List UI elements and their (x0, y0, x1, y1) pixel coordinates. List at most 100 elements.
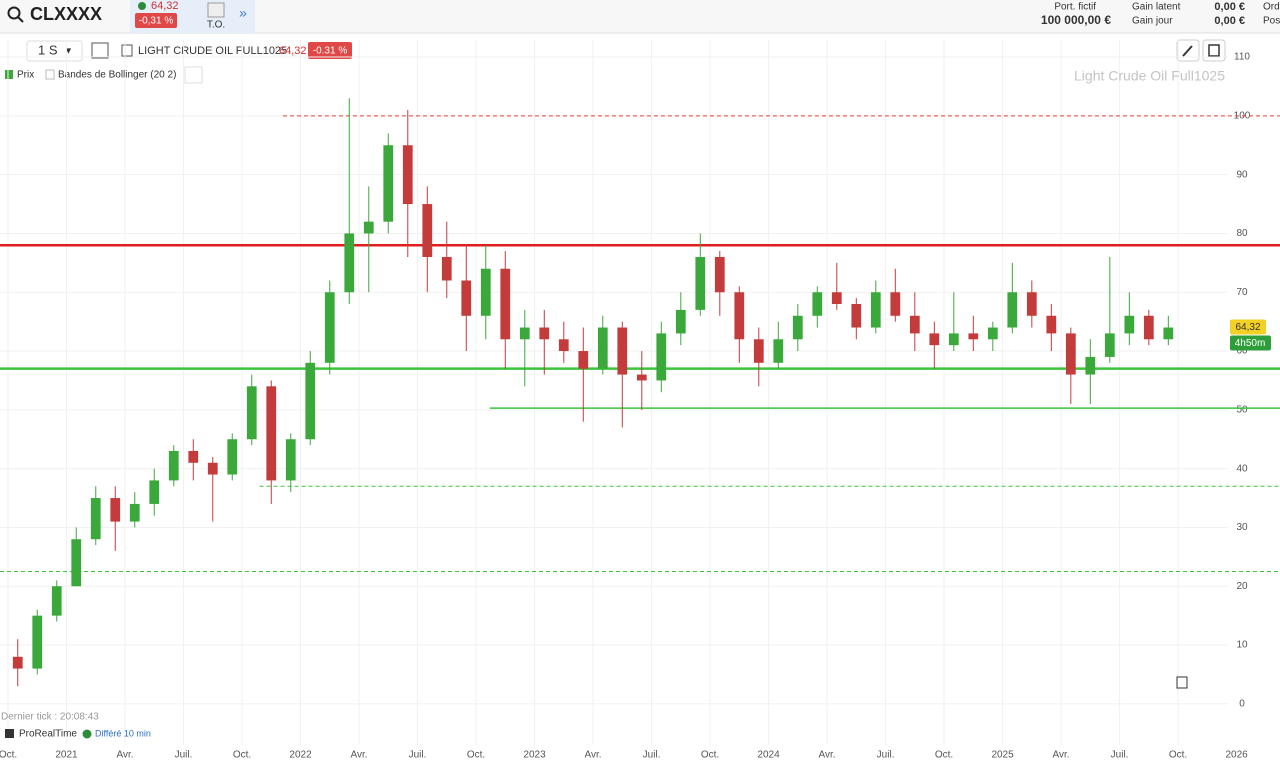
price-legend-swatch (5, 70, 13, 79)
y-tick-label: 80 (1236, 228, 1248, 239)
window-button[interactable] (1202, 39, 1226, 62)
x-tick-label: Avr. (819, 750, 836, 761)
status-dot (138, 2, 146, 10)
candle-body (461, 280, 472, 316)
portfolio-value: 100 000,00 € (1041, 13, 1111, 27)
candle-body (285, 439, 296, 481)
candle-body (734, 292, 745, 340)
gain-latent-label: Gain latent (1132, 2, 1181, 13)
candle-body (870, 292, 881, 328)
x-tick-label: Juil. (877, 750, 895, 761)
x-tick-label: Oct. (467, 750, 485, 761)
x-tick-label: 2026 (1225, 750, 1248, 761)
candle-body (324, 292, 335, 363)
change-badge (135, 13, 177, 28)
bollinger-legend[interactable]: Bandes de Bollinger (20 2) (58, 70, 176, 81)
countdown-label: 4h50m (1235, 338, 1266, 349)
window-icon (1208, 44, 1220, 57)
x-tick-label: 2023 (523, 750, 546, 761)
candle-body (305, 362, 316, 440)
period-caret: ▼ (64, 45, 73, 55)
x-tick-label: Oct. (233, 750, 251, 761)
candle-body (71, 539, 82, 587)
legend-menu[interactable] (184, 66, 203, 84)
candle-body (929, 333, 940, 346)
candle-body (363, 221, 374, 234)
symbol[interactable]: CLXXXX (30, 4, 102, 24)
candle-body (558, 339, 569, 352)
price-legend[interactable]: Prix (17, 70, 34, 81)
portfolio-label: Port. fictif (1054, 2, 1096, 13)
quote-change: -0,31 % (139, 16, 174, 27)
info-button[interactable] (1176, 676, 1188, 689)
source: ProRealTime (19, 729, 77, 740)
toolbar-price: 64,32 (279, 45, 307, 57)
candle-body (266, 386, 277, 481)
toolbar-change: -0.31 % (313, 46, 348, 57)
indicator-icon[interactable] (91, 42, 109, 59)
period[interactable]: 1 S (38, 42, 58, 57)
candle-body (636, 374, 647, 381)
candle-body (617, 327, 628, 375)
candle-body (1065, 333, 1076, 375)
y-tick-label: 90 (1236, 169, 1248, 180)
to-icon[interactable] (207, 2, 225, 18)
candle-body (812, 292, 823, 316)
last-tick: Dernier tick : 20:08:43 (1, 712, 99, 723)
more-button[interactable]: » (239, 5, 247, 21)
candle-body (753, 339, 764, 363)
candle-body (51, 586, 62, 616)
search-icon[interactable] (7, 6, 21, 20)
y-tick-label: 110 (1234, 52, 1250, 63)
x-tick-label: Juil. (175, 750, 193, 761)
candle-body (422, 204, 433, 257)
candle-body (1143, 315, 1154, 340)
candle-body (987, 327, 998, 340)
x-tick-label: Oct. (935, 750, 953, 761)
x-tick-label: Oct. (0, 750, 17, 761)
x-tick-label: Juil. (643, 750, 661, 761)
candle-body (12, 656, 23, 669)
x-tick-label: Avr. (350, 750, 367, 761)
candle-body (695, 256, 706, 310)
to-button[interactable]: T.O. (207, 20, 225, 31)
period-select[interactable] (26, 40, 83, 62)
last-price-label: 64,32 (1235, 322, 1260, 333)
orders-tab[interactable]: Ord (1263, 2, 1280, 13)
x-tick-label: Avr. (585, 750, 602, 761)
gain-jour-label: Gain jour (1132, 16, 1173, 27)
quote-price: 64,32 (151, 0, 179, 12)
candle-body (948, 333, 959, 346)
candle-body (246, 386, 257, 440)
positions-tab[interactable]: Pos (1263, 16, 1280, 27)
x-tick-label: Avr. (1053, 750, 1070, 761)
y-tick-label: 0 (1239, 698, 1245, 709)
candle-body (168, 451, 179, 481)
x-tick-label: 2021 (55, 750, 78, 761)
gain-latent-value: 0,00 € (1214, 1, 1245, 13)
x-tick-label: 2024 (757, 750, 780, 761)
candle-body (1026, 292, 1037, 316)
wrench-icon (1182, 45, 1193, 57)
candle-body (597, 327, 608, 369)
bollinger-legend-swatch (45, 69, 55, 80)
candle-body (539, 327, 550, 340)
candle-body (90, 498, 101, 540)
x-tick-label: 2025 (991, 750, 1014, 761)
delay: Différé 10 min (95, 728, 151, 738)
x-tick-label: Oct. (701, 750, 719, 761)
delay-dot (82, 729, 92, 739)
candle-body (383, 145, 394, 222)
candle-body (149, 480, 160, 504)
info-icon[interactable] (121, 44, 133, 57)
candle-body (207, 462, 218, 475)
candle-body (578, 351, 589, 369)
candle-body (1124, 315, 1135, 334)
candle-body (773, 339, 784, 363)
y-tick-label: 40 (1236, 463, 1248, 474)
candle-body (32, 615, 43, 669)
candle-body (968, 333, 979, 340)
candle-body (500, 268, 511, 340)
